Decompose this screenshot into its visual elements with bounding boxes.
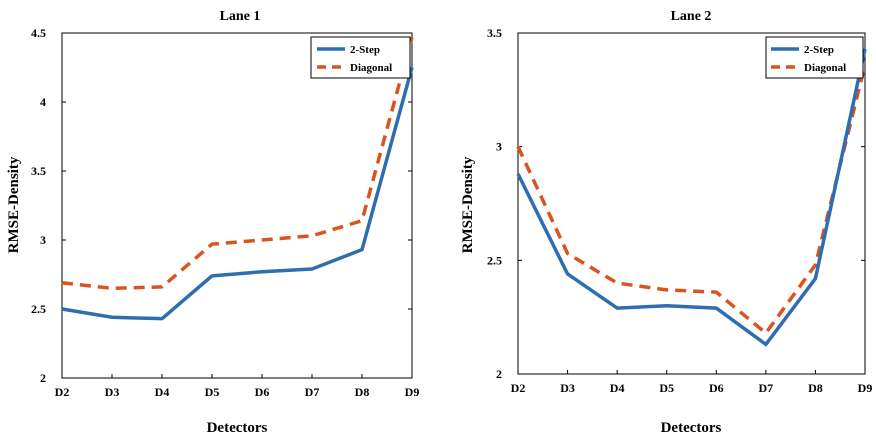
legend-label-2-step-lane-2: 2-Step <box>804 44 834 56</box>
series-lane-1 <box>61 36 414 321</box>
plot-frame-lane-2 <box>517 32 866 375</box>
y-tick-label-lane-1-3: 3 <box>40 233 46 247</box>
ticks-lane-2: D2 D3 D4 D5 D6 D7 D8 D9 2 2.5 3 3.5 <box>487 26 872 395</box>
y-tick-label-lane-2-3-5: 3.5 <box>487 26 502 40</box>
x-tick-label-lane-1-d6: D6 <box>255 385 270 399</box>
series-line-diagonal-lane-2 <box>516 64 867 335</box>
series-line-2-step-lane-1 <box>61 67 414 321</box>
legend-lane-2: 2-Step Diagonal <box>765 36 864 79</box>
legend-lane-1: 2-Step Diagonal <box>310 36 411 79</box>
x-tick-label-lane-1-d4: D4 <box>155 385 170 399</box>
x-tick-label-lane-2-d8: D8 <box>808 381 823 395</box>
series-line-diagonal-lane-1 <box>61 36 414 291</box>
x-tick-label-lane-1-d3: D3 <box>105 385 120 399</box>
chart-title-lane-2: Lane 2 <box>671 9 712 24</box>
y-tick-label-lane-1-4: 4 <box>40 95 46 109</box>
x-tick-label-lane-2-d6: D6 <box>709 381 724 395</box>
y-tick-label-lane-2-2-5: 2.5 <box>487 253 502 267</box>
y-tick-label-lane-1-2: 2 <box>40 371 46 385</box>
chart-lane-2: Lane 2 RMSE-Density Detectors D2 D3 D4 D5 D6… <box>460 9 872 436</box>
x-tick-label-lane-1-d8: D8 <box>355 385 370 399</box>
y-tick-label-lane-1-2-5: 2.5 <box>31 302 46 316</box>
x-tick-label-lane-1-d2: D2 <box>55 385 70 399</box>
y-axis-label-lane-2: RMSE-Density <box>460 156 476 253</box>
legend-label-2-step-lane-1: 2-Step <box>350 44 380 56</box>
x-axis-label-lane-1: Detectors <box>207 420 268 436</box>
x-tick-label-lane-2-d7: D7 <box>759 381 774 395</box>
y-tick-label-lane-2-2: 2 <box>496 367 502 381</box>
legend-box-lane-2 <box>765 36 864 79</box>
series-line-2-step-lane-2 <box>516 48 867 347</box>
x-axis-label-lane-2: Detectors <box>661 420 722 436</box>
x-tick-label-lane-2-d5: D5 <box>659 381 674 395</box>
y-tick-label-lane-1-3-5: 3.5 <box>31 164 46 178</box>
x-tick-label-lane-2-d3: D3 <box>560 381 575 395</box>
chart-title-lane-1: Lane 1 <box>220 9 261 24</box>
y-tick-label-lane-2-3: 3 <box>496 140 502 154</box>
x-tick-label-lane-1-d7: D7 <box>305 385 320 399</box>
x-tick-label-lane-2-d4: D4 <box>610 381 625 395</box>
y-axis-label-lane-1: RMSE-Density <box>6 156 22 253</box>
x-tick-label-lane-2-d9: D9 <box>858 381 873 395</box>
x-tick-label-lane-2-d2: D2 <box>511 381 526 395</box>
y-tick-label-lane-1-4-5: 4.5 <box>31 26 46 40</box>
legend-box-lane-1 <box>310 36 411 79</box>
series-lane-2 <box>516 48 867 347</box>
legend-label-diagonal-lane-1: Diagonal <box>350 62 392 74</box>
x-tick-label-lane-1-d5: D5 <box>205 385 220 399</box>
legend-label-diagonal-lane-2: Diagonal <box>804 62 846 74</box>
plot-frame-lane-1 <box>61 32 413 379</box>
x-tick-label-lane-1-d9: D9 <box>405 385 420 399</box>
chart-lane-1: Lane 1 RMSE-Density Detectors D2 D3 D4 D5 D6… <box>6 9 419 436</box>
ticks-lane-1: D2 D3 D4 D5 D6 D7 D8 D9 2 2.5 3 3.5 4 4.5 <box>31 26 419 399</box>
